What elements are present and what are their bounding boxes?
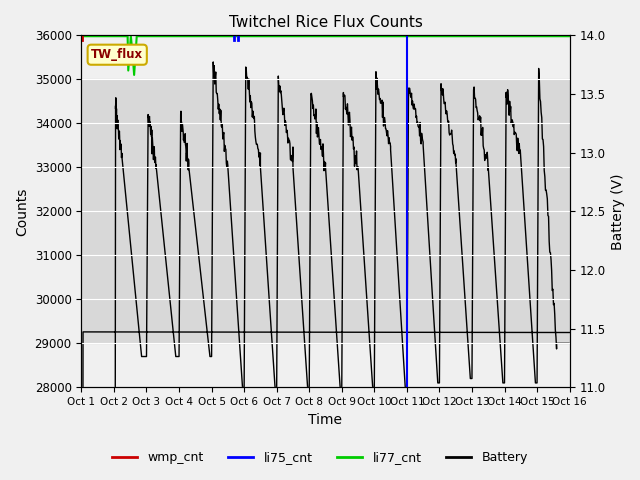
Y-axis label: Counts: Counts <box>15 187 29 236</box>
Legend: wmp_cnt, li75_cnt, li77_cnt, Battery: wmp_cnt, li75_cnt, li77_cnt, Battery <box>107 446 533 469</box>
Text: TW_flux: TW_flux <box>91 48 143 61</box>
X-axis label: Time: Time <box>308 413 342 427</box>
Bar <box>81 79 570 343</box>
Y-axis label: Battery (V): Battery (V) <box>611 173 625 250</box>
Title: Twitchel Rice Flux Counts: Twitchel Rice Flux Counts <box>228 15 422 30</box>
